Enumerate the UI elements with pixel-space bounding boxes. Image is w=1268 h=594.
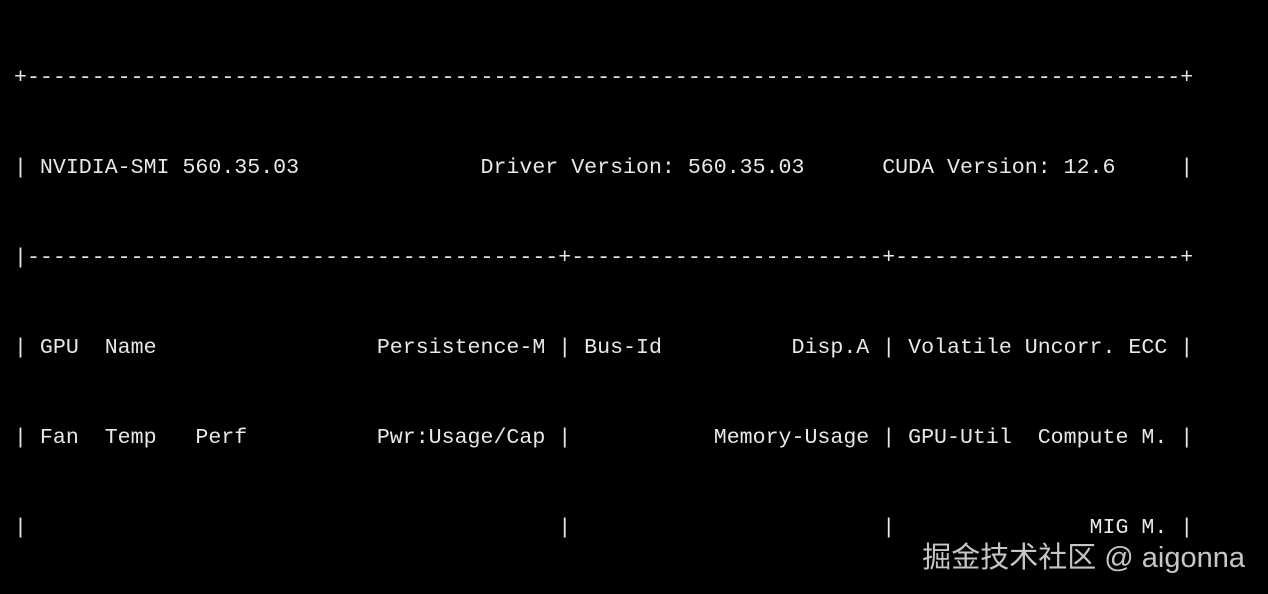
gpu-table-colheader-row2: | Fan Temp Perf Pwr:Usage/Cap | Memory-U… <box>14 426 1194 450</box>
terminal-output: +---------------------------------------… <box>14 3 1193 594</box>
smi-driver-cuda-version-line: | NVIDIA-SMI 560.35.03 Driver Version: 5… <box>14 156 1194 180</box>
watermark: 掘金技术社区 @ aigonna <box>922 542 1245 574</box>
gpu-table-header-divider: |---------------------------------------… <box>14 246 1194 270</box>
gpu-table-top-border: +---------------------------------------… <box>14 66 1194 90</box>
gpu-table-colheader-row3: | | | MIG M. | <box>14 516 1194 540</box>
gpu-table-colheader-row1: | GPU Name Persistence-M | Bus-Id Disp.A… <box>14 336 1194 360</box>
